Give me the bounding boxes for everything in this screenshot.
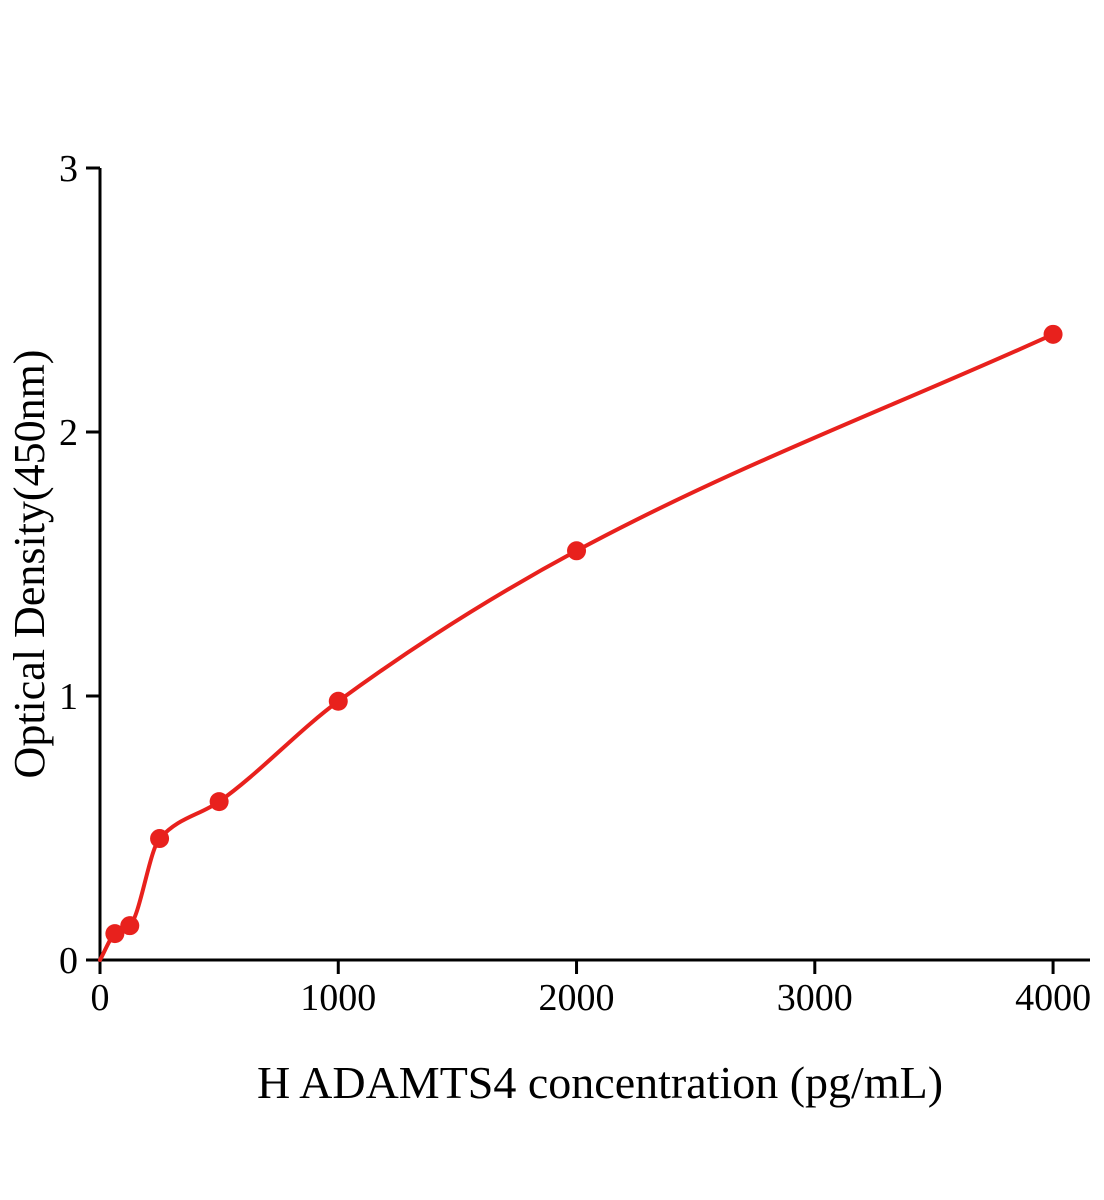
fit-curve — [98, 332, 1056, 962]
y-axis-title: Optical Density(450nm) — [5, 350, 54, 779]
data-point — [150, 829, 170, 849]
y-tick-label: 0 — [59, 940, 78, 982]
x-tick-label: 0 — [91, 977, 110, 1019]
axes: 0 1000 2000 3000 4000 0 1 2 3 — [59, 148, 1091, 1019]
x-tick-label: 1000 — [300, 977, 376, 1019]
axis-spine — [98, 168, 1090, 962]
x-tick-label: 2000 — [539, 977, 615, 1019]
data-point — [567, 541, 587, 561]
y-tick-label: 3 — [59, 148, 78, 190]
x-axis-title: H ADAMTS4 concentration (pg/mL) — [257, 1057, 943, 1108]
data-point — [1043, 324, 1063, 344]
data-point — [328, 691, 348, 711]
x-tick-label: 3000 — [777, 977, 853, 1019]
data-point — [209, 792, 229, 812]
series — [98, 324, 1063, 962]
y-tick-label: 2 — [59, 412, 78, 454]
x-tick-label: 4000 — [1015, 977, 1091, 1019]
data-point — [120, 916, 140, 936]
y-tick-label: 1 — [59, 676, 78, 718]
data-point — [105, 924, 125, 944]
